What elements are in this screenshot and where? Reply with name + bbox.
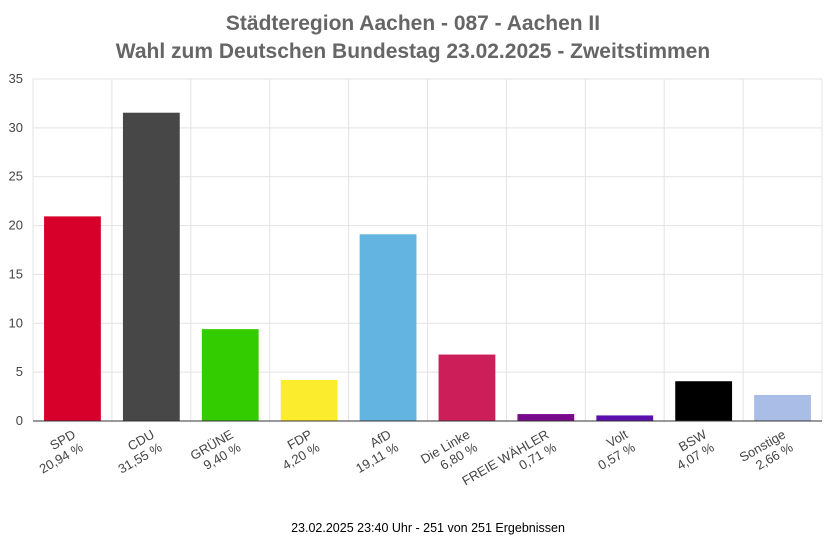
footnote: 23.02.2025 23:40 Uhr - 251 von 251 Ergeb… (291, 521, 565, 535)
bar (438, 354, 496, 421)
bar (754, 395, 811, 421)
y-tick-label: 30 (9, 120, 23, 135)
bar (201, 329, 259, 421)
bar (122, 112, 180, 421)
bar (280, 379, 338, 421)
y-tick-label: 25 (9, 169, 23, 184)
bar (44, 216, 101, 421)
chart-subtitle: Wahl zum Deutschen Bundestag 23.02.2025 … (116, 40, 710, 63)
y-tick-label: 0 (16, 413, 23, 428)
y-tick-label: 10 (9, 315, 23, 330)
bar (517, 414, 575, 421)
y-tick-label: 15 (9, 266, 23, 281)
bar (596, 415, 654, 421)
y-tick-label: 35 (9, 71, 23, 86)
bar (359, 234, 417, 421)
chart-title: Städteregion Aachen - 087 - Aachen II (226, 12, 600, 35)
bar (675, 381, 733, 421)
y-tick-label: 20 (9, 218, 23, 233)
y-tick-label: 5 (16, 364, 23, 379)
